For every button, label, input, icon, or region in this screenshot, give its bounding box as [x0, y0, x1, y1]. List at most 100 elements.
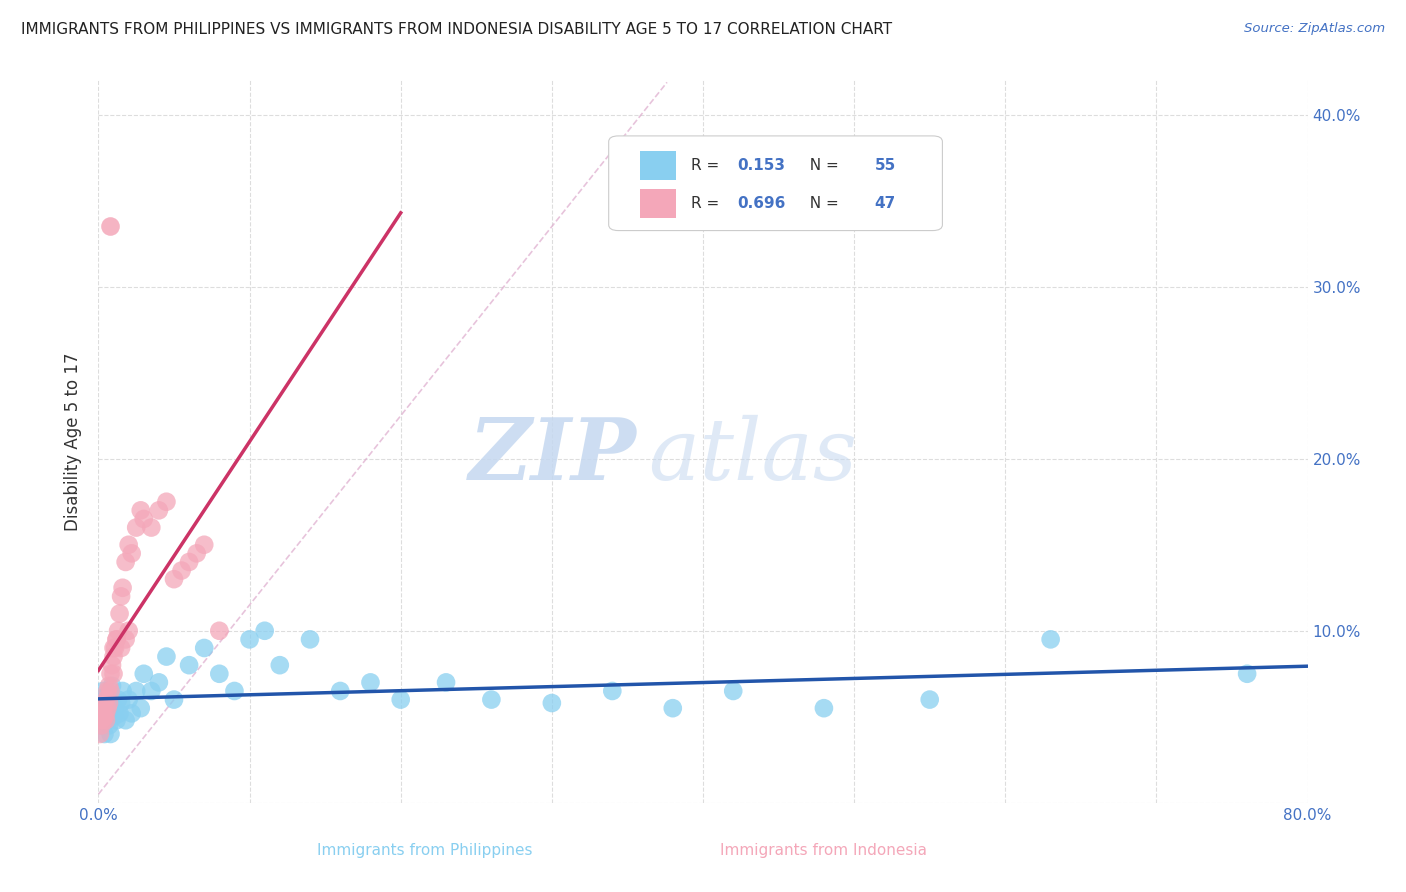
Text: Immigrants from Indonesia: Immigrants from Indonesia	[720, 843, 928, 857]
Point	[91, 710, 114, 724]
Point	[114, 632, 136, 647]
Point	[94, 713, 117, 727]
Point	[1039, 632, 1062, 647]
Point	[299, 632, 322, 647]
Point	[389, 692, 412, 706]
Point	[163, 692, 186, 706]
Point	[100, 219, 122, 234]
Point	[89, 692, 111, 706]
Point	[193, 640, 215, 655]
FancyBboxPatch shape	[640, 151, 676, 180]
Point	[100, 701, 122, 715]
Point	[602, 684, 624, 698]
Point	[481, 692, 503, 706]
Point	[329, 684, 352, 698]
Point	[129, 701, 152, 715]
Point	[186, 546, 208, 560]
Point	[101, 679, 124, 693]
Point	[90, 696, 112, 710]
Text: N =: N =	[800, 158, 844, 173]
Point	[96, 701, 118, 715]
Point	[141, 520, 163, 534]
Text: atlas: atlas	[648, 415, 858, 498]
Point	[179, 555, 201, 569]
Point	[96, 706, 118, 721]
Text: 47: 47	[875, 195, 896, 211]
Point	[1236, 666, 1258, 681]
Text: N =: N =	[800, 195, 844, 211]
Point	[193, 538, 215, 552]
Point	[103, 640, 125, 655]
Point	[208, 624, 231, 638]
Point	[108, 706, 131, 721]
Point	[105, 632, 128, 647]
Text: IMMIGRANTS FROM PHILIPPINES VS IMMIGRANTS FROM INDONESIA DISABILITY AGE 5 TO 17 : IMMIGRANTS FROM PHILIPPINES VS IMMIGRANT…	[21, 22, 893, 37]
Point	[148, 675, 170, 690]
Point	[661, 701, 683, 715]
Point	[239, 632, 262, 647]
Point	[89, 713, 111, 727]
Point	[91, 710, 114, 724]
Y-axis label: Disability Age 5 to 17: Disability Age 5 to 17	[65, 352, 83, 531]
Point	[104, 640, 127, 655]
Point	[90, 718, 112, 732]
Point	[101, 706, 124, 721]
Point	[132, 512, 155, 526]
Point	[91, 684, 114, 698]
Point	[105, 632, 128, 647]
Point	[132, 666, 155, 681]
Point	[118, 624, 141, 638]
Text: ZIP: ZIP	[468, 414, 637, 498]
Point	[163, 572, 186, 586]
Point	[93, 710, 115, 724]
Point	[110, 590, 132, 604]
Point	[90, 706, 112, 721]
Point	[125, 684, 148, 698]
Point	[103, 649, 125, 664]
Point	[111, 684, 134, 698]
FancyBboxPatch shape	[640, 188, 676, 218]
Point	[208, 666, 231, 681]
Point	[111, 581, 134, 595]
Point	[100, 666, 122, 681]
Text: 0.153: 0.153	[737, 158, 785, 173]
Point	[360, 675, 382, 690]
Point	[110, 696, 132, 710]
Point	[170, 564, 193, 578]
Point	[91, 701, 114, 715]
Point	[90, 718, 112, 732]
Point	[94, 689, 117, 703]
Point	[100, 684, 122, 698]
Point	[101, 658, 124, 673]
FancyBboxPatch shape	[609, 136, 942, 230]
Point	[93, 701, 115, 715]
Point	[94, 706, 117, 721]
Point	[98, 692, 121, 706]
Text: 55: 55	[875, 158, 896, 173]
Point	[269, 658, 291, 673]
Point	[93, 727, 115, 741]
Point	[104, 701, 127, 715]
Point	[121, 706, 143, 721]
Point	[118, 538, 141, 552]
Point	[93, 696, 115, 710]
Point	[918, 692, 941, 706]
Point	[155, 649, 177, 664]
Point	[141, 684, 163, 698]
Point	[723, 684, 745, 698]
Point	[94, 692, 117, 706]
Point	[107, 692, 129, 706]
Point	[155, 494, 177, 508]
Point	[125, 520, 148, 534]
Point	[224, 684, 246, 698]
Point	[179, 658, 201, 673]
Point	[98, 696, 121, 710]
Point	[105, 713, 128, 727]
Point	[129, 503, 152, 517]
Point	[118, 692, 141, 706]
Text: R =: R =	[690, 158, 724, 173]
Point	[98, 679, 121, 693]
Point	[121, 546, 143, 560]
Point	[100, 727, 122, 741]
Text: 0.696: 0.696	[737, 195, 785, 211]
